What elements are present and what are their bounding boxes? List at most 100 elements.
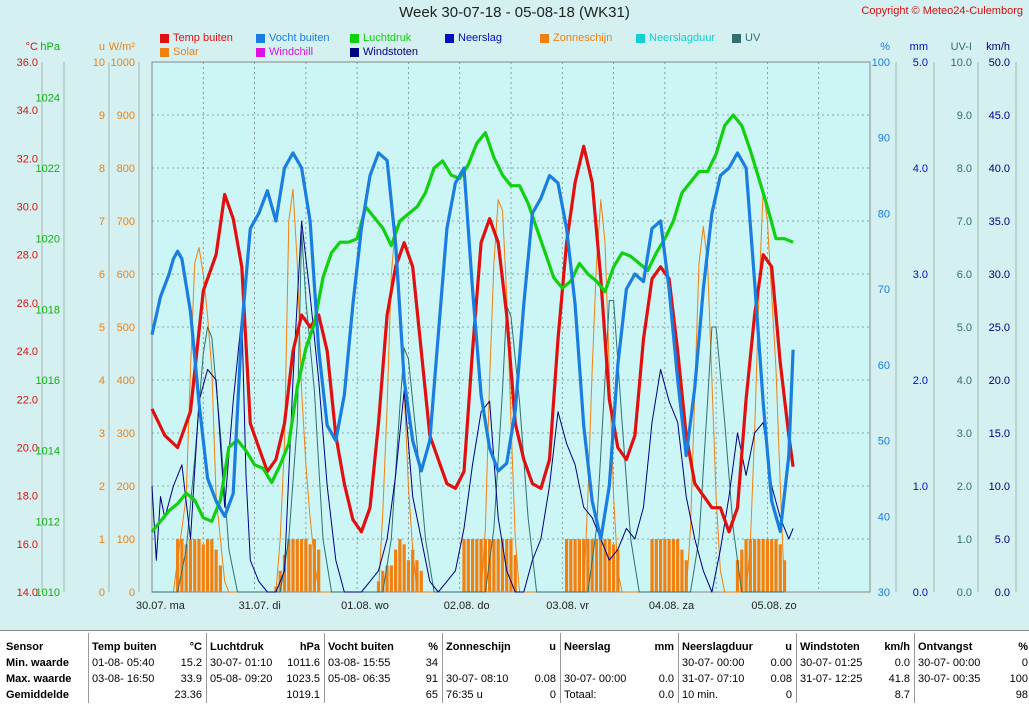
stats-cell-row: Totaal:0.0 bbox=[564, 687, 674, 703]
left-axis-tick: 500 bbox=[117, 322, 135, 334]
left-axis-tick: 22.0 bbox=[17, 394, 38, 406]
legend-item: Vocht buiten bbox=[256, 32, 330, 44]
stats-column-unit: mm bbox=[654, 639, 674, 655]
right-axis-tick: 100 bbox=[872, 57, 890, 69]
legend-swatch bbox=[160, 48, 169, 57]
stats-cell-value: 0 bbox=[786, 687, 792, 703]
stats-row-labels: Sensor Min. waarde Max. waarde Gemiddeld… bbox=[6, 639, 71, 703]
legend-label: Temp buiten bbox=[173, 32, 233, 44]
stats-cell-value: 1023.5 bbox=[286, 671, 320, 687]
zonneschijn-bar bbox=[219, 566, 222, 593]
zonneschijn-bar bbox=[612, 544, 615, 592]
stats-separator bbox=[560, 633, 561, 703]
left-axis-tick: 18.0 bbox=[17, 491, 38, 503]
copyright-text: Copyright © Meteo24-Culemborg bbox=[861, 5, 1023, 17]
zonneschijn-bar bbox=[420, 571, 423, 592]
left-axis-tick: 10 bbox=[93, 57, 105, 69]
left-axis-tick: 1024 bbox=[36, 92, 60, 104]
legend-item: Solar bbox=[160, 46, 199, 58]
legend-item: Windchill bbox=[256, 46, 313, 58]
right-axis-tick: 5.0 bbox=[913, 57, 928, 69]
legend-label: Windchill bbox=[269, 46, 313, 58]
stats-column-name: Windstoten bbox=[800, 641, 860, 653]
left-axis-tick: 0 bbox=[99, 587, 105, 599]
stats-separator bbox=[914, 633, 915, 703]
left-axis-tick: 7 bbox=[99, 216, 105, 228]
right-axis-tick: 5.0 bbox=[995, 534, 1010, 546]
left-axis-tick: 34.0 bbox=[17, 105, 38, 117]
right-axis-tick: 0.0 bbox=[995, 587, 1010, 599]
zonneschijn-bar bbox=[574, 539, 577, 592]
right-axis-tick: 7.0 bbox=[957, 216, 972, 228]
left-axis-tick: 1000 bbox=[111, 57, 135, 69]
stats-cell-row: 10 min.0 bbox=[682, 687, 792, 703]
stats-label-min: Min. waarde bbox=[6, 655, 71, 671]
legend-item: Luchtdruk bbox=[350, 32, 411, 44]
zonneschijn-bar bbox=[659, 539, 662, 592]
x-tick-label: 05.08. zo bbox=[751, 600, 796, 612]
legend-swatch bbox=[350, 48, 359, 57]
left-axis-tick: 600 bbox=[117, 269, 135, 281]
left-axis-tick: 1022 bbox=[36, 163, 60, 175]
left-axis-tick: 2 bbox=[99, 481, 105, 493]
stats-column-name: Temp buiten bbox=[92, 641, 157, 653]
stats-cell-value: 15.2 bbox=[181, 655, 202, 671]
right-axis-tick: 35.0 bbox=[989, 216, 1010, 228]
stats-column-header: Ontvangst% bbox=[918, 639, 1028, 655]
legend-swatch bbox=[160, 34, 169, 43]
zonneschijn-bar bbox=[215, 550, 218, 592]
left-axis-tick: 1012 bbox=[36, 516, 60, 528]
right-axis-tick: 50.0 bbox=[989, 57, 1010, 69]
right-axis-tick: 15.0 bbox=[989, 428, 1010, 440]
stats-cell-time: 30-07- 00:00 bbox=[564, 673, 626, 685]
x-tick-label: 03.08. vr bbox=[546, 600, 589, 612]
stats-cell-time: 03-08- 15:55 bbox=[328, 657, 390, 669]
stats-separator bbox=[442, 633, 443, 703]
zonneschijn-bar bbox=[398, 539, 401, 592]
zonneschijn-bar bbox=[514, 555, 517, 592]
left-axis-tick: 1016 bbox=[36, 375, 60, 387]
zonneschijn-bar bbox=[467, 539, 470, 592]
stats-cell-time: 30-07- 00:00 bbox=[682, 657, 744, 669]
stats-cell-time: 30-07- 00:00 bbox=[918, 657, 980, 669]
right-axis-unit: mm bbox=[910, 41, 928, 53]
stats-cell-row: 1019.1 bbox=[210, 687, 320, 703]
zonneschijn-bar bbox=[189, 539, 192, 592]
left-axis-tick: 1020 bbox=[36, 234, 60, 246]
right-axis-tick: 10.0 bbox=[989, 481, 1010, 493]
zonneschijn-bar bbox=[390, 566, 393, 593]
stats-cell-value: 8.7 bbox=[895, 687, 910, 703]
stats-cell-value: 0.08 bbox=[771, 671, 792, 687]
zonneschijn-bar bbox=[774, 539, 777, 592]
left-axis-tick: 400 bbox=[117, 375, 135, 387]
legend-swatch bbox=[445, 34, 454, 43]
right-axis-tick: 30.0 bbox=[989, 269, 1010, 281]
left-axis-tick: 30.0 bbox=[17, 202, 38, 214]
legend-label: Luchtdruk bbox=[363, 32, 411, 44]
stats-cell-value: 91 bbox=[426, 671, 438, 687]
stats-cell-time: 30-07- 08:10 bbox=[446, 673, 508, 685]
stats-cell-time: Totaal: bbox=[564, 689, 596, 701]
right-axis-tick: 10.0 bbox=[951, 57, 972, 69]
x-tick-label: 04.08. za bbox=[649, 600, 695, 612]
left-axis-tick: 0 bbox=[129, 587, 135, 599]
zonneschijn-bar bbox=[595, 539, 598, 592]
left-axis-tick: 16.0 bbox=[17, 539, 38, 551]
right-axis-tick: 1.0 bbox=[957, 534, 972, 546]
stats-cell-value: 100 bbox=[1010, 671, 1028, 687]
stats-column-unit: % bbox=[428, 639, 438, 655]
zonneschijn-bar bbox=[779, 544, 782, 592]
stats-column-header: Vocht buiten% bbox=[328, 639, 438, 655]
